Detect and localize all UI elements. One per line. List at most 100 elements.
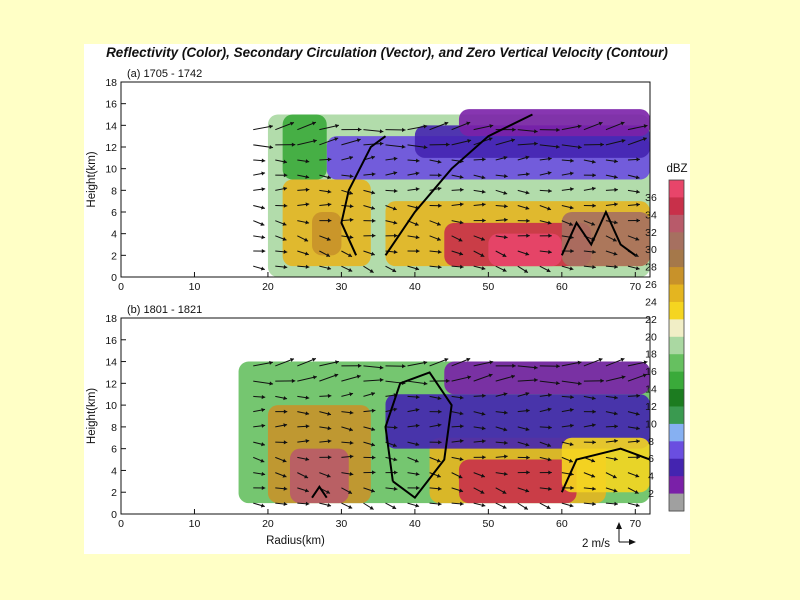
reflectivity-region [458,459,577,504]
reflectivity-region [282,114,327,180]
circulation-vector-head [634,253,639,257]
circulation-vector-head [349,410,354,415]
circulation-vector-head [503,427,508,432]
colorbar-swatch [669,319,684,338]
circulation-vector-head [556,364,560,369]
circulation-vector-head [480,490,485,494]
circulation-vector-head [503,392,508,397]
panel-plot-area [238,357,650,510]
circulation-vector-head [261,442,265,447]
circulation-vector-head [335,360,339,365]
circulation-vector-head [482,455,486,460]
y-tick-label: 6 [111,207,117,219]
circulation-vector-head [525,251,530,256]
circulation-vector-head [635,411,640,416]
circulation-vector-head [459,438,464,444]
circulation-vector-head [415,394,420,400]
circulation-vector-head [488,373,493,378]
circulation-vector-head [570,423,574,428]
circulation-vector-head [356,374,361,379]
circulation-vector-head [600,378,604,383]
circulation-vector-head [282,473,287,478]
circulation-vector-head [658,235,662,239]
circulation-vector-head [269,124,273,129]
circulation-vector-head [466,121,471,126]
colorbar-swatch [669,197,684,216]
circulation-vector-head [423,381,428,386]
circulation-vector-head [349,235,354,240]
circulation-vector [649,175,650,176]
circulation-vector-head [460,501,464,506]
circulation-vector-head [612,237,617,242]
circulation-vector-head [415,471,420,477]
circulation-vector-head [415,171,420,176]
reflectivity-region [444,361,650,395]
circulation-vector-head [525,427,530,432]
x-tick-label: 30 [336,281,348,293]
circulation-vector-head [512,363,516,368]
circulation-vector-head [349,454,354,459]
colorbar-label: dBZ [666,163,687,175]
y-tick-label: 14 [105,357,117,369]
circulation-vector-head [436,237,441,241]
circulation-vector-head [523,505,528,510]
circulation-vector-head [261,407,266,413]
colorbar-tick-label: 2 [648,488,654,500]
scale-label: 2 m/s [582,538,610,550]
circulation-vector-head [556,381,560,386]
circulation-vector-head [546,505,551,509]
colorbar-tick-label: 12 [645,401,657,413]
circulation-vector-head [658,174,662,178]
colorbar-tick-label: 28 [645,262,657,274]
circulation-vector-head [305,174,310,179]
circulation-vector-head [392,206,397,211]
circulation-vector-head [525,488,530,493]
circulation-vector-head [480,473,485,478]
circulation-vector-head [313,375,317,380]
circulation-vector-head [444,121,449,126]
circulation-vector-head [371,408,376,413]
circulation-vector-head [371,455,376,460]
circulation-vector-head [467,139,472,144]
circulation-vector-head [393,156,398,161]
circulation-vector-head [260,503,265,508]
circulation-vector-head [334,137,339,142]
circulation-vector-head [371,233,376,238]
circulation-vector-head [612,474,617,479]
panel-plot-area [253,109,669,277]
y-tick-label: 16 [105,335,117,347]
colorbar-swatch [669,423,684,442]
circulation-vector-head [591,186,596,191]
circulation-vector-head [326,253,331,257]
colorbar-swatch [669,232,684,251]
circulation-vector-head [592,501,596,506]
circulation-vector-head [379,365,384,370]
figure: Reflectivity (Color), Secondary Circulat… [84,44,690,554]
colorbar-swatch [669,267,684,286]
circulation-vector-head [371,470,376,475]
circulation-vector-head [290,358,294,362]
circulation-vector-head [665,138,669,142]
circulation-vector-head [636,202,640,207]
circulation-vector-head [371,427,376,432]
circulation-vector-head [283,159,288,164]
circulation-vector-head [446,142,450,147]
circulation-vector-head [283,423,288,428]
circulation-vector-head [591,221,596,226]
circulation-vector-head [614,187,618,192]
circulation-vector-head [636,189,640,194]
circulation-vector-head [634,490,639,494]
circulation-vector-head [327,189,332,194]
circulation-vector-head [657,268,661,272]
circulation-vector-head [591,423,596,428]
circulation-vector-head [349,217,354,222]
circulation-vector-head [592,440,596,445]
circulation-vector-head [481,266,486,271]
circulation-vector-head [415,187,420,192]
circulation-vector-head [459,202,464,207]
colorbar-tick-label: 22 [645,314,657,326]
circulation-vector-head [393,457,398,462]
circulation-vector-head [534,141,538,146]
circulation-vector-head [393,425,398,430]
circulation-vector-head [613,456,618,462]
